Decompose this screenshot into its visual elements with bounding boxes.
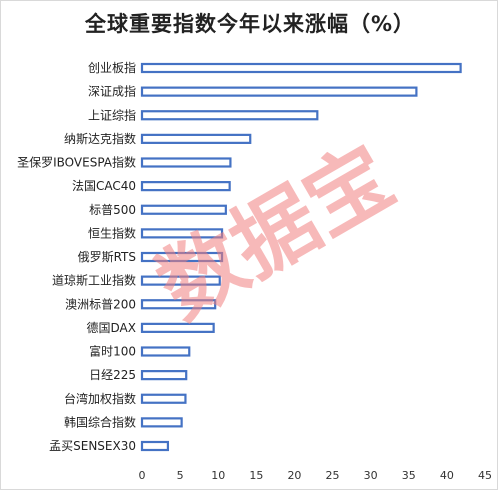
chart-title: 全球重要指数今年以来涨幅（%） bbox=[84, 12, 416, 36]
bar-17 bbox=[140, 440, 170, 452]
category-label: 恒生指数 bbox=[88, 225, 136, 240]
bar-15 bbox=[140, 393, 187, 404]
bar-4 bbox=[140, 133, 252, 144]
bars-group bbox=[140, 62, 462, 452]
category-label: 圣保罗IBOVESPA指数 bbox=[17, 155, 136, 170]
x-tick-label: 5 bbox=[177, 469, 184, 482]
x-tick-label: 25 bbox=[326, 469, 340, 482]
category-label: 纳斯达克指数 bbox=[64, 131, 136, 146]
bar-11 bbox=[140, 299, 217, 310]
bar-7 bbox=[140, 204, 227, 215]
category-label: 创业板指 bbox=[88, 60, 136, 75]
x-tick-label: 30 bbox=[364, 469, 378, 482]
category-label: 日经225 bbox=[89, 368, 136, 382]
x-tick-label: 40 bbox=[440, 469, 454, 482]
category-label: 法国CAC40 bbox=[72, 179, 136, 193]
x-tick-label: 45 bbox=[478, 469, 492, 482]
category-label: 标普500 bbox=[89, 203, 136, 217]
category-label: 深证成指 bbox=[88, 84, 136, 99]
bar-2 bbox=[140, 86, 418, 97]
bar-6 bbox=[140, 181, 231, 192]
x-tick-label: 15 bbox=[249, 469, 263, 482]
x-tick-label: 10 bbox=[211, 469, 225, 482]
bar-8 bbox=[140, 228, 224, 239]
bar-3 bbox=[140, 110, 319, 121]
category-label: 俄罗斯RTS bbox=[78, 250, 136, 264]
bar-14 bbox=[140, 370, 188, 381]
category-label: 台湾加权指数 bbox=[64, 391, 136, 406]
x-tick-label: 0 bbox=[139, 469, 146, 482]
bar-16 bbox=[140, 417, 183, 428]
category-label: 上证综指 bbox=[88, 107, 136, 122]
bar-9 bbox=[140, 251, 224, 263]
bar-13 bbox=[140, 346, 191, 357]
bar-12 bbox=[140, 322, 215, 333]
category-label: 富时100 bbox=[89, 344, 136, 359]
x-tick-label: 20 bbox=[287, 469, 301, 482]
bar-10 bbox=[140, 275, 221, 286]
bar-5 bbox=[140, 157, 232, 168]
bar-1 bbox=[140, 62, 462, 74]
category-label: 道琼斯工业指数 bbox=[52, 273, 136, 288]
category-label: 澳洲标普200 bbox=[65, 297, 136, 311]
x-tick-label: 35 bbox=[402, 469, 416, 482]
x-tick-labels: 0 5 10 15 20 25 30 35 40 45 bbox=[139, 469, 493, 482]
category-label: 德国DAX bbox=[87, 320, 136, 335]
category-label: 孟买SENSEX30 bbox=[49, 439, 136, 453]
category-label: 韩国综合指数 bbox=[64, 414, 136, 429]
